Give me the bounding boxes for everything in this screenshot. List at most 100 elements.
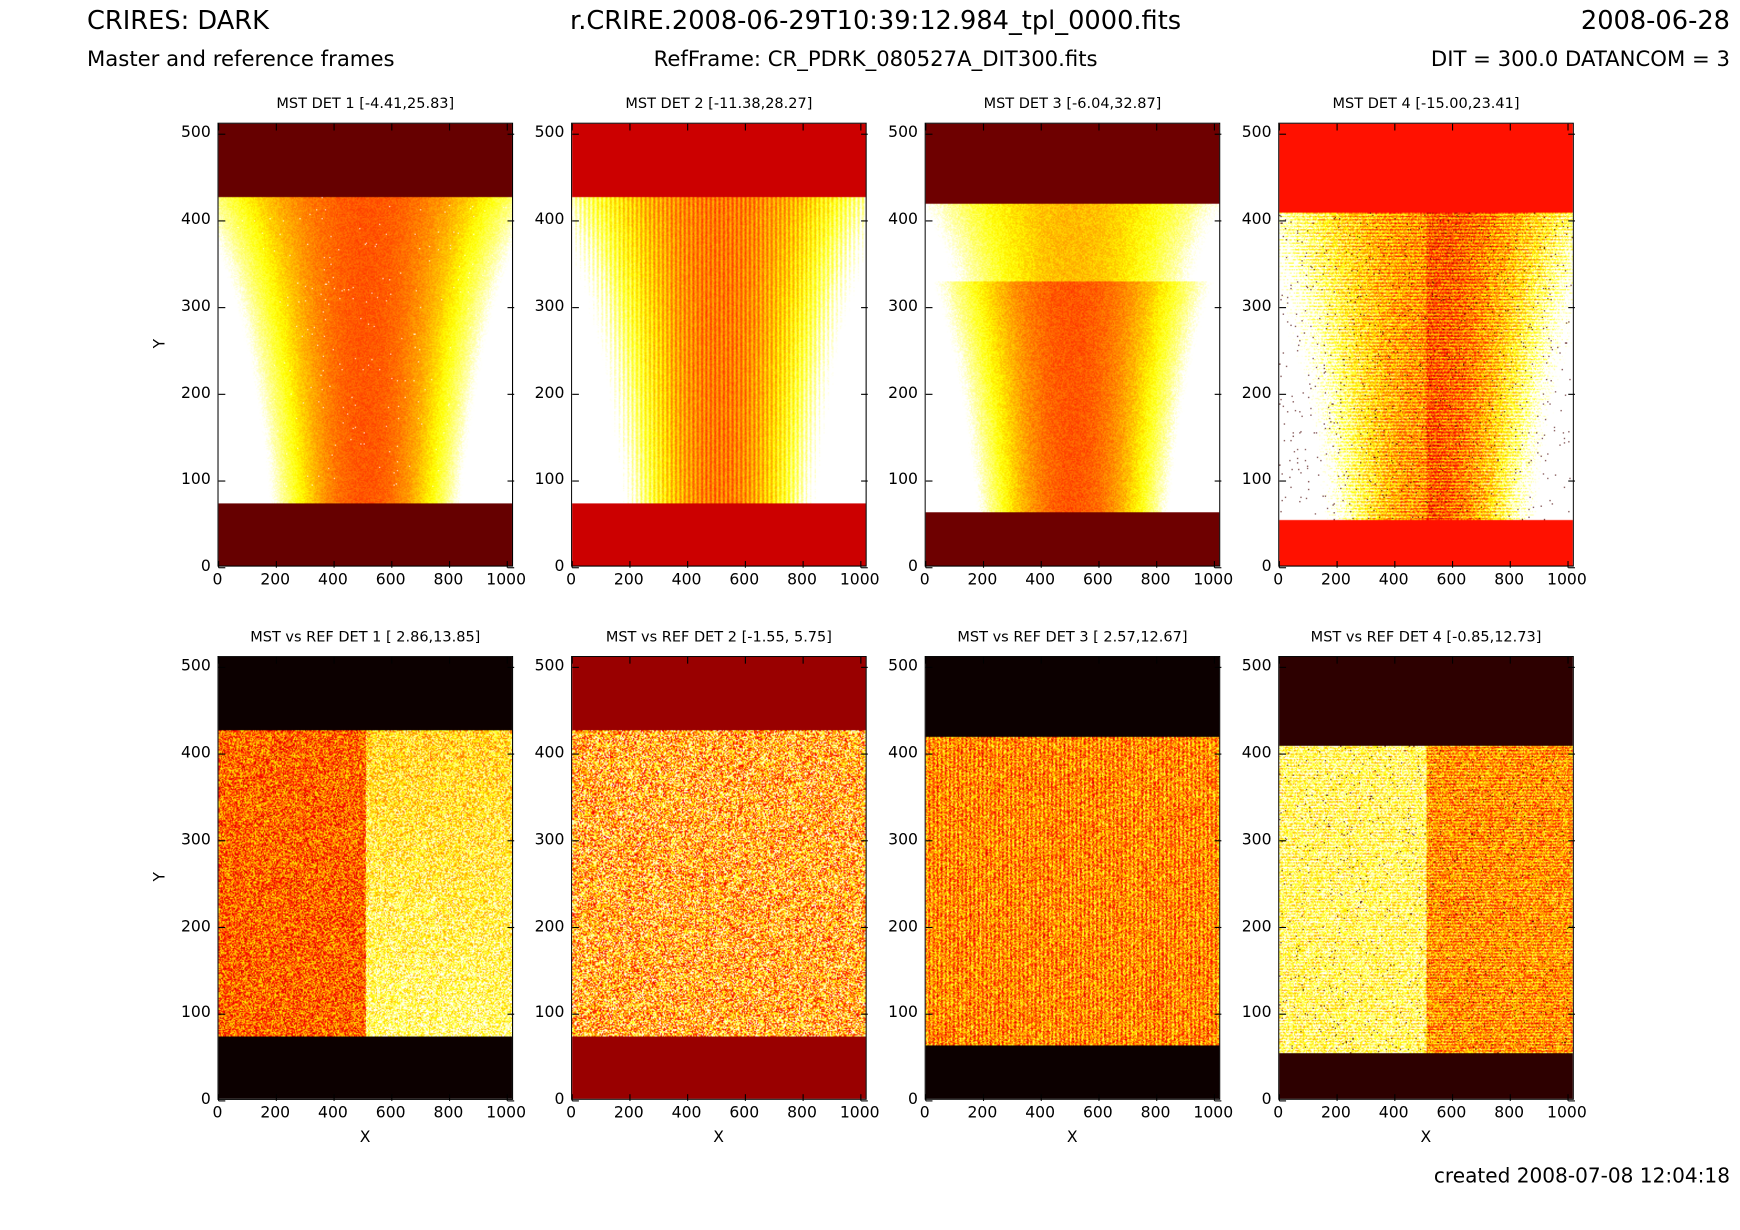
y-tick-label: 200 — [180, 384, 211, 403]
y-tick-label: 400 — [1241, 744, 1272, 762]
created-timestamp: created 2008-07-08 12:04:18 — [1433, 1164, 1730, 1188]
x-tick-label: 800 — [1140, 571, 1171, 589]
x-tick-label: 600 — [1082, 1104, 1113, 1123]
x-tick-label: 400 — [318, 1104, 348, 1123]
x-tick-label: 800 — [1494, 571, 1525, 589]
y-tick-label: 500 — [888, 124, 918, 143]
x-tick-label: 0 — [566, 1104, 577, 1123]
x-tick-label: 1000 — [1547, 1104, 1587, 1123]
y-tick-label: 0 — [554, 557, 565, 576]
x-tick-label: 1000 — [1193, 1104, 1234, 1123]
x-axis-label: X — [359, 1128, 371, 1147]
panel-title: MST DET 1 [-4.41,25.83] — [276, 95, 455, 113]
figure-subtitle: Master and reference frames — [87, 46, 395, 72]
y-tick-label: 100 — [888, 1004, 918, 1023]
tick-marks — [218, 123, 515, 569]
heatmap-image — [924, 122, 1222, 569]
x-tick-label: 1000 — [839, 1104, 880, 1123]
y-tick-label: 300 — [888, 830, 918, 849]
panel-title: MST vs REF DET 3 [ 2.57,12.67] — [957, 629, 1188, 646]
dit-label: DIT = 300.0 DATANCOM = 3 — [1430, 46, 1730, 72]
heatmap-canvas — [1279, 656, 1573, 1099]
y-tick-label: 400 — [534, 744, 565, 762]
x-tick-label: 600 — [1436, 571, 1467, 589]
x-tick-label: 200 — [260, 571, 291, 589]
x-tick-label: 0 — [1273, 571, 1284, 589]
heatmap-canvas — [218, 656, 512, 1099]
x-tick-label: 400 — [318, 571, 348, 589]
x-tick-label: 1000 — [486, 1104, 527, 1123]
heatmap-image — [1278, 655, 1575, 1102]
y-tick-label: 300 — [180, 297, 211, 316]
x-tick-label: 200 — [1321, 571, 1351, 589]
x-tick-label: 600 — [1082, 571, 1113, 589]
heatmap-canvas — [1279, 123, 1573, 566]
heatmap-image — [1278, 122, 1575, 569]
y-tick-label: 300 — [1241, 830, 1272, 849]
y-tick-label: 300 — [534, 297, 565, 316]
x-tick-label: 0 — [919, 571, 930, 589]
x-tick-label: 1000 — [1193, 571, 1234, 589]
y-tick-label: 400 — [888, 744, 918, 762]
x-tick-label: 600 — [729, 1104, 760, 1123]
heatmap-image — [924, 655, 1222, 1102]
x-tick-label: 0 — [212, 1104, 223, 1123]
y-tick-label: 500 — [534, 657, 565, 676]
y-tick-label: 400 — [180, 210, 211, 229]
x-axis-label: X — [1066, 1128, 1078, 1147]
x-tick-label: 800 — [787, 1104, 817, 1123]
heatmap-canvas — [572, 656, 866, 1099]
y-tick-label: 200 — [180, 917, 211, 936]
heatmap-canvas — [925, 123, 1220, 566]
filename-title: r.CRIRE.2008-06-29T10:39:12.984_tpl_0000… — [570, 6, 1182, 36]
reference-frame: RefFrame: CR_PDRK_080527A_DIT300.fits — [653, 46, 1098, 72]
x-tick-label: 400 — [1025, 1104, 1056, 1123]
y-tick-label: 100 — [1241, 1004, 1272, 1023]
panel-title: MST vs REF DET 4 [-0.85,12.73] — [1310, 629, 1542, 646]
heatmap-image — [571, 655, 868, 1102]
y-tick-label: 300 — [1241, 297, 1272, 316]
tick-marks — [571, 656, 868, 1102]
y-tick-label: 200 — [888, 917, 918, 936]
y-tick-label: 0 — [554, 1090, 565, 1109]
x-tick-label: 0 — [919, 1104, 930, 1123]
y-tick-label: 500 — [534, 124, 565, 143]
x-tick-label: 0 — [566, 571, 577, 589]
x-axis-label: X — [1420, 1128, 1432, 1147]
y-tick-label: 400 — [534, 210, 565, 229]
heatmap-canvas — [218, 123, 512, 566]
y-tick-label: 200 — [534, 917, 565, 936]
x-tick-label: 200 — [967, 571, 998, 589]
y-axis-label: Y — [150, 338, 169, 349]
x-tick-label: 800 — [1494, 1104, 1525, 1123]
tick-marks — [218, 656, 515, 1102]
x-tick-label: 1000 — [1547, 571, 1587, 589]
tick-marks — [925, 656, 1222, 1102]
panel-title: MST DET 2 [-11.38,28.27] — [625, 95, 813, 113]
y-tick-label: 300 — [888, 297, 918, 316]
x-tick-label: 800 — [433, 1104, 464, 1123]
y-tick-label: 100 — [534, 470, 565, 489]
x-tick-label: 200 — [613, 571, 644, 589]
x-tick-label: 200 — [1321, 1104, 1351, 1123]
x-tick-label: 600 — [375, 571, 406, 589]
y-tick-label: 200 — [888, 384, 918, 403]
y-tick-label: 100 — [180, 470, 211, 489]
x-tick-label: 800 — [787, 571, 817, 589]
y-tick-label: 0 — [200, 1090, 211, 1109]
figure-title: CRIRES: DARK — [87, 6, 269, 36]
x-tick-label: 0 — [1273, 1104, 1284, 1123]
y-tick-label: 500 — [888, 657, 918, 676]
x-tick-label: 1000 — [486, 571, 527, 589]
y-tick-label: 0 — [1261, 1090, 1272, 1109]
y-tick-label: 300 — [534, 830, 565, 849]
x-tick-label: 400 — [1378, 1104, 1409, 1123]
x-tick-label: 600 — [1436, 1104, 1467, 1123]
y-tick-label: 400 — [180, 744, 211, 762]
date-label: 2008-06-28 — [1580, 6, 1730, 36]
x-tick-label: 600 — [375, 1104, 406, 1123]
x-tick-label: 400 — [1378, 571, 1409, 589]
panel-title: MST DET 3 [-6.04,32.87] — [983, 95, 1162, 113]
tick-marks — [571, 123, 868, 569]
